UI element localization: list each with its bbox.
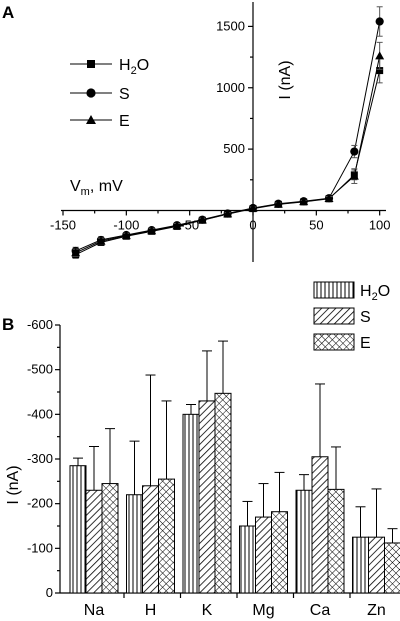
panel-a-x-label: Vm, mV bbox=[70, 178, 123, 198]
panel-b: B 0 -100 -200 -300 -400 -500 -600 Na H K Mg Ca Zn I… bbox=[2, 281, 400, 619]
panel-b-legend-label-sub: 2 bbox=[372, 291, 378, 303]
panel-a-series bbox=[71, 6, 385, 259]
panel-b-y-label: I (nA) bbox=[5, 465, 22, 504]
panel-b-bar bbox=[69, 465, 87, 594]
panel-b-y-tick-label: -500 bbox=[27, 362, 53, 377]
panel-b-legend-label-main: H bbox=[360, 283, 372, 300]
panel-a-point bbox=[273, 199, 283, 208]
panel-b-category-label: Mg bbox=[252, 602, 274, 619]
panel-b-y-tick-label: -200 bbox=[27, 496, 53, 511]
panel-a-legend-marker bbox=[86, 88, 96, 98]
panel-b-bar bbox=[295, 489, 313, 594]
panel-a-point bbox=[375, 51, 385, 60]
panel-a-point bbox=[197, 215, 207, 224]
panel-a-point bbox=[299, 197, 309, 206]
panel-a-y-tick-label: 500 bbox=[223, 141, 245, 156]
panel-b-bar bbox=[384, 542, 400, 594]
panel-a-y-ticks: 500 1000 1500 bbox=[216, 18, 253, 181]
panel-b-categories: Na H K Mg Ca Zn bbox=[84, 593, 386, 619]
panel-a-point bbox=[172, 221, 182, 230]
panel-b-category-label: Ca bbox=[310, 602, 331, 619]
panel-a-legend-label-tail: O bbox=[137, 57, 149, 74]
panel-a-legend-marker bbox=[87, 60, 95, 68]
panel-b-y-tick-label: 0 bbox=[46, 585, 53, 600]
panel-b-y-tick-label: -300 bbox=[27, 451, 53, 466]
panel-a-legend-label: E bbox=[119, 113, 130, 130]
panel-b-legend-swatch bbox=[313, 281, 355, 299]
panel-a-point bbox=[223, 209, 233, 218]
panel-b-bar bbox=[101, 483, 119, 594]
panel-a-x-tick-label: -100 bbox=[113, 217, 139, 232]
panel-a-legend-label: H2O bbox=[119, 57, 149, 77]
panel-b-y-tick-label: -600 bbox=[27, 317, 53, 332]
panel-a-point bbox=[71, 248, 81, 257]
panel-b-bar bbox=[158, 478, 175, 594]
panel-b-y-tick-label: -100 bbox=[27, 540, 53, 555]
panel-b-legend-label: H2O bbox=[360, 283, 390, 303]
panel-a-point bbox=[121, 231, 131, 240]
panel-a-point bbox=[349, 171, 359, 180]
panel-a-x-tick-label: 0 bbox=[249, 217, 256, 232]
panel-b-bar bbox=[85, 489, 103, 594]
panel-b-category-label: K bbox=[202, 602, 213, 619]
panel-a-point bbox=[376, 67, 384, 75]
panel-b-bar bbox=[311, 456, 329, 594]
panel-a-point bbox=[147, 226, 157, 235]
panel-a-legend-label-main: H bbox=[119, 57, 131, 74]
panel-a-x-tick-label: -150 bbox=[50, 217, 76, 232]
panel-a-x-tick-label: 50 bbox=[309, 217, 323, 232]
panel-b-bar bbox=[239, 525, 256, 594]
panel-a-point bbox=[324, 193, 334, 202]
panel-a-series-2 bbox=[71, 41, 385, 257]
panel-a-letter: A bbox=[2, 3, 14, 22]
panel-b-bar bbox=[198, 400, 216, 594]
panel-b-category-label: Zn bbox=[367, 602, 386, 619]
panel-b-bar bbox=[182, 413, 200, 594]
panel-b-bar bbox=[142, 485, 159, 594]
panel-b-legend-label-tail: O bbox=[378, 283, 390, 300]
panel-a-point bbox=[96, 236, 106, 245]
panel-a-y-tick-label: 1500 bbox=[216, 18, 245, 33]
panel-b-legend-label: S bbox=[360, 309, 371, 326]
panel-b-category-label: Na bbox=[84, 602, 105, 619]
panel-b-y-ticks: 0 -100 -200 -300 -400 -500 -600 bbox=[27, 317, 60, 600]
panel-a-y-tick-label: 1000 bbox=[216, 80, 245, 95]
panel-b-bar bbox=[255, 516, 272, 594]
panel-b-bar bbox=[271, 511, 288, 594]
panel-b-bar bbox=[368, 536, 385, 594]
panel-b-category-label: H bbox=[145, 602, 157, 619]
panel-a-point bbox=[248, 203, 258, 212]
panel-b-bars bbox=[69, 340, 400, 594]
panel-a-x-tick-label: 100 bbox=[369, 217, 391, 232]
panel-b-legend-swatch bbox=[313, 307, 355, 325]
panel-b-bar bbox=[214, 392, 232, 594]
panel-a-legend-marker bbox=[86, 115, 96, 124]
panel-b-bar bbox=[352, 536, 369, 594]
panel-b-legend-swatch bbox=[313, 333, 355, 351]
panel-b-legend-label: E bbox=[360, 335, 371, 352]
panel-a-legend-label: S bbox=[119, 86, 130, 103]
panel-a-x-ticks: -150 -100 -50 0 50 100 bbox=[50, 210, 391, 232]
panel-a-y-label: I (nA) bbox=[277, 60, 294, 99]
panel-a-legend-label-sub: 2 bbox=[131, 65, 137, 77]
panel-a-point bbox=[375, 17, 384, 26]
panel-b-bar bbox=[126, 494, 143, 594]
panel-b-letter: B bbox=[2, 315, 14, 334]
panel-b-y-tick-label: -400 bbox=[27, 406, 53, 421]
panel-b-bar bbox=[327, 488, 345, 594]
panel-a-point bbox=[350, 147, 359, 156]
